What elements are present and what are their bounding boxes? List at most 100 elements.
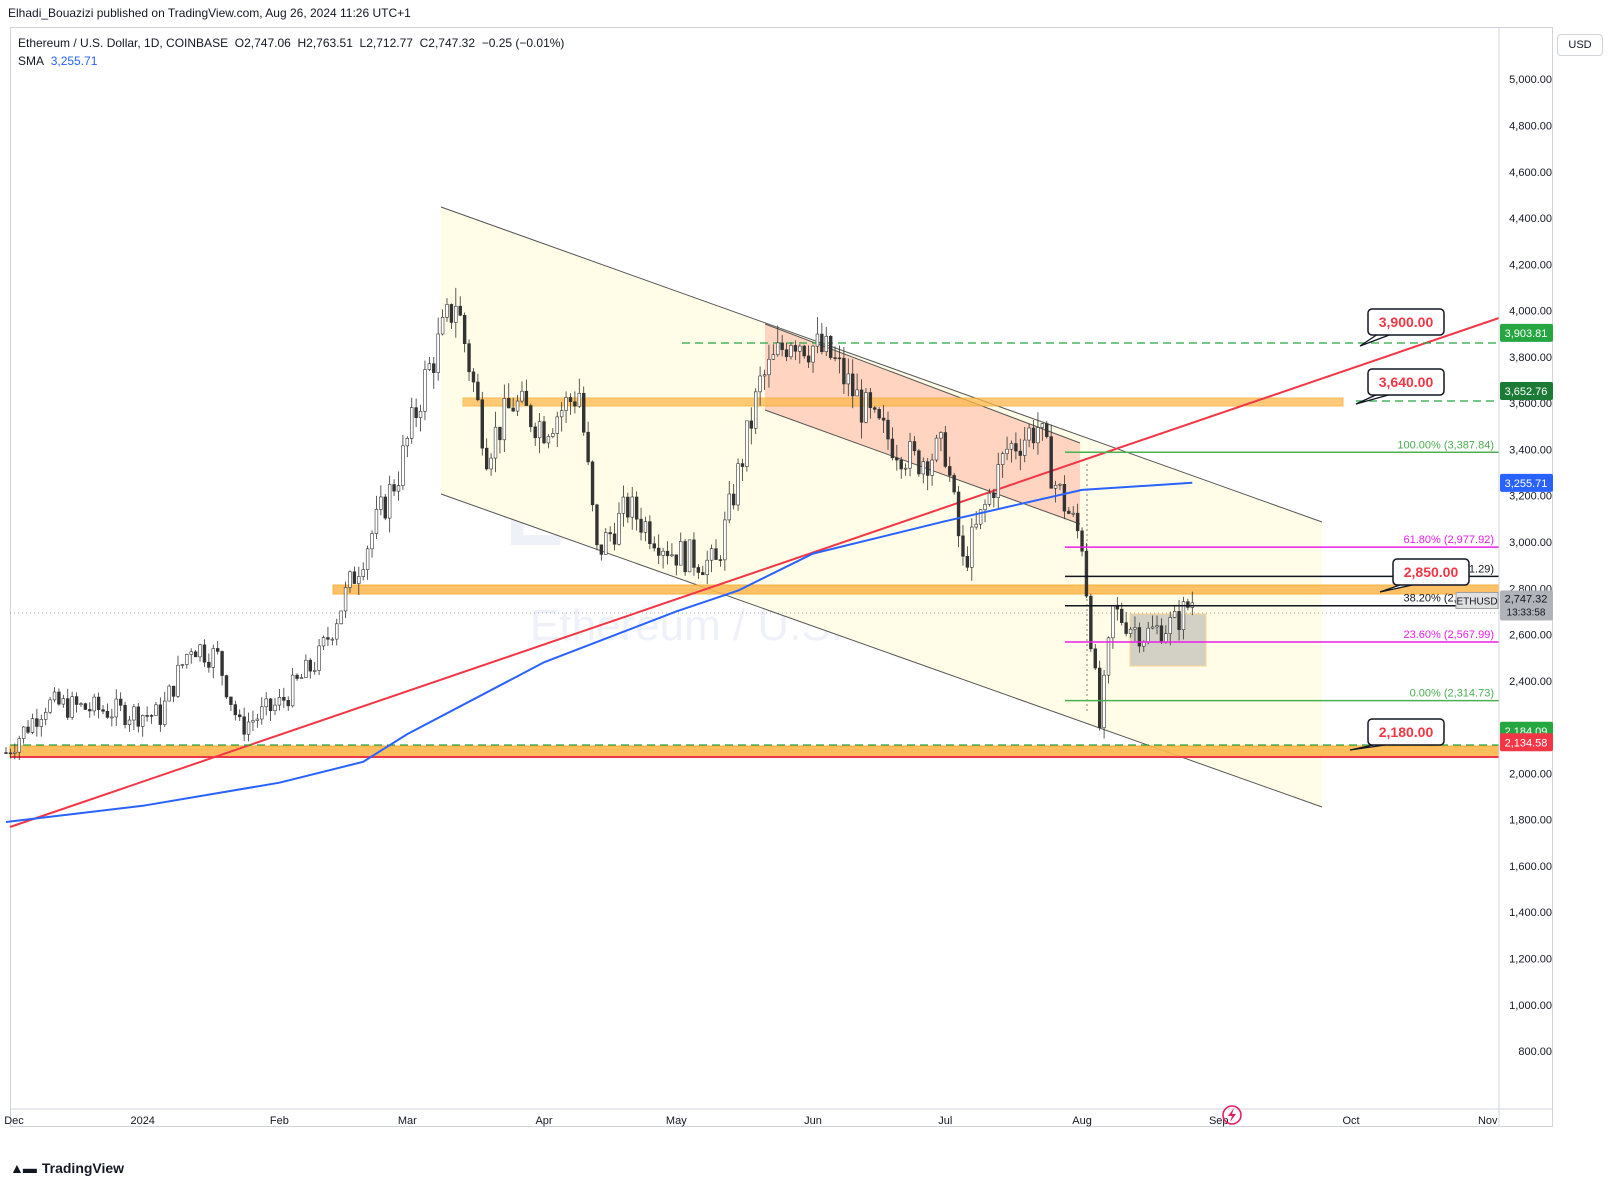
time-axis[interactable]: Dec 2024 Feb Mar Apr May Jun Jul Aug Sep Oct Nov [4,1108,1553,1127]
candle-body [202,644,207,663]
candle-body [286,700,290,707]
candle-body [1018,450,1023,456]
candle-body [171,685,176,697]
candle-body [868,392,873,408]
candle-body [507,398,511,409]
candle-body [537,421,542,439]
callout-box [1367,718,1445,746]
candle-body [145,715,149,717]
candle-body [590,461,595,506]
candle-body [780,342,784,350]
candle-body [740,463,745,467]
candle-body [185,654,189,665]
candle-body [277,697,282,706]
candle-body [383,496,387,519]
resistance-zone-mid [332,584,1500,595]
candle-body [462,314,467,344]
candle-body [568,397,573,403]
candle-body [718,559,723,561]
chart-pane[interactable] [10,27,1553,1127]
candle-body [1093,648,1097,669]
candle-body [1005,448,1009,454]
candle-body [387,484,392,519]
candle-body [484,447,489,470]
candle-body [476,381,480,401]
candle-body [357,576,361,584]
candle-body [233,704,238,716]
candle-body [630,496,634,518]
candle-body [418,410,423,418]
currency-button[interactable]: USD [1557,34,1603,56]
candle-body [758,375,762,393]
candle-body [118,698,123,706]
candle-body [317,645,321,671]
time-tick-label: Aug [1072,1115,1092,1127]
candle-body [101,709,105,712]
legend-change: −0.25 (−0.01%) [481,36,565,50]
candle-body [595,504,599,546]
brand-name: TradingView [41,1160,125,1176]
symbol-badge-label: ETHUSD [1456,596,1497,607]
candle-body [1027,427,1031,441]
candle-body [83,703,88,710]
candle-body [1150,626,1155,629]
candle-body [326,637,330,640]
candle-body [776,342,780,355]
candle-body [149,715,154,717]
candle-body [295,674,299,679]
candle-body [17,738,21,753]
candle-body [348,571,352,588]
candle-body [612,533,617,545]
candle-body [8,752,13,755]
candle-body [432,363,436,373]
candle-body [260,706,264,720]
candle-body [912,441,917,452]
candle-body [361,569,365,577]
candle-body [88,709,92,712]
candle-body [35,718,39,727]
candle-body [784,349,789,358]
candle-body [26,726,30,733]
current-price-value: 2,747.32 [1505,593,1548,605]
candle-body [802,345,806,357]
candle-body [895,457,899,461]
candle-body [542,421,546,444]
candle-body [934,437,939,461]
candle-body [1023,439,1027,456]
candle-body [846,373,851,385]
legend-sma-label: SMA [18,54,45,68]
callout-pointer [1379,583,1418,593]
candle-body [555,416,559,434]
candle-body [264,698,268,708]
candle-body [1146,627,1150,643]
candle-body [731,493,736,506]
candle-body [39,719,43,727]
candle-body [855,389,859,397]
price-tick-label: 4,000.00 [1509,306,1552,318]
candle-body [273,704,277,711]
candle-body [215,648,220,652]
candle-body [66,698,70,718]
candle-body [665,550,670,557]
candle-body [1164,633,1168,643]
candle-body [970,526,974,568]
candle-body [529,405,533,428]
candle-body [321,637,326,647]
candle-body [687,539,692,573]
bar-countdown: 13:33:58 [1507,607,1546,618]
candle-body [224,675,229,698]
time-tick-label: Feb [270,1115,289,1127]
callout-label: 2,180.00 [1379,724,1434,740]
candle-body [440,317,445,335]
candle-body [1124,622,1128,634]
candle-body [727,493,731,521]
price-tick-label: 2,000.00 [1509,768,1552,780]
lightning-icon[interactable] [1222,1105,1242,1125]
time-tick-label: Dec [4,1115,24,1127]
candle-body [573,401,577,407]
price-axis[interactable]: 5,000.00 4,800.00 4,600.00 4,400.00 4,200.00… [1498,27,1552,1127]
candle-body [141,715,145,727]
tradingview-logo-icon: ▲▬ [10,1160,37,1176]
brand[interactable]: ▲▬ TradingView [10,1160,124,1176]
